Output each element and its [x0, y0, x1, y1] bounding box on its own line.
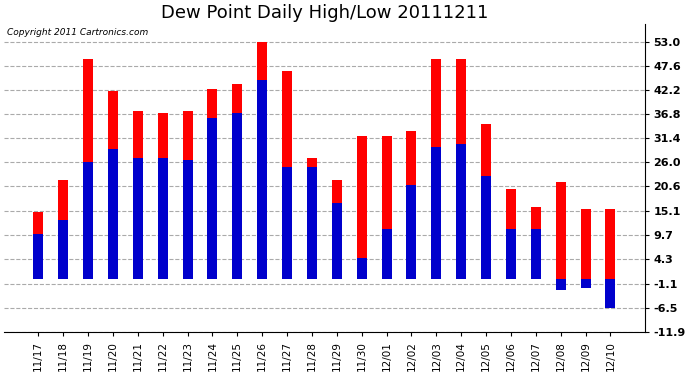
Bar	[531, 230, 541, 279]
Bar	[456, 60, 466, 279]
Bar	[332, 202, 342, 279]
Bar	[506, 189, 516, 279]
Bar	[208, 88, 217, 279]
Bar	[606, 279, 615, 308]
Bar	[83, 60, 93, 279]
Bar	[183, 111, 193, 279]
Bar	[33, 234, 43, 279]
Bar	[282, 167, 292, 279]
Bar	[382, 230, 391, 279]
Bar	[406, 185, 416, 279]
Bar	[108, 149, 118, 279]
Bar	[531, 207, 541, 279]
Bar	[282, 70, 292, 279]
Bar	[33, 211, 43, 279]
Bar	[606, 209, 615, 279]
Bar	[183, 160, 193, 279]
Bar	[257, 42, 267, 279]
Bar	[555, 183, 566, 279]
Text: Copyright 2011 Cartronics.com: Copyright 2011 Cartronics.com	[8, 28, 148, 38]
Bar	[332, 180, 342, 279]
Bar	[83, 162, 93, 279]
Bar	[357, 258, 366, 279]
Bar	[580, 209, 591, 279]
Bar	[406, 131, 416, 279]
Bar	[233, 84, 242, 279]
Bar	[58, 220, 68, 279]
Bar	[158, 158, 168, 279]
Bar	[481, 176, 491, 279]
Bar	[158, 113, 168, 279]
Bar	[431, 60, 442, 279]
Bar	[506, 230, 516, 279]
Bar	[58, 180, 68, 279]
Bar	[257, 80, 267, 279]
Bar	[233, 113, 242, 279]
Bar	[431, 147, 442, 279]
Bar	[132, 158, 143, 279]
Title: Dew Point Daily High/Low 20111211: Dew Point Daily High/Low 20111211	[161, 4, 488, 22]
Bar	[580, 279, 591, 288]
Bar	[307, 158, 317, 279]
Bar	[108, 91, 118, 279]
Bar	[357, 135, 366, 279]
Bar	[382, 135, 391, 279]
Bar	[456, 144, 466, 279]
Bar	[481, 124, 491, 279]
Bar	[555, 279, 566, 290]
Bar	[132, 111, 143, 279]
Bar	[208, 118, 217, 279]
Bar	[307, 167, 317, 279]
